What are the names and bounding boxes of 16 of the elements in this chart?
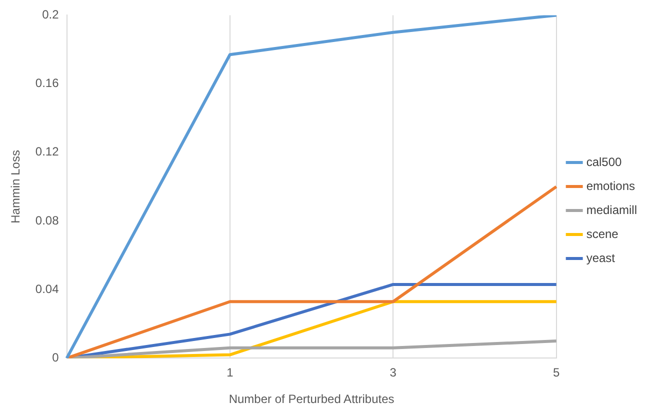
legend-label: emotions <box>586 178 636 193</box>
y-tick-label: 0 <box>52 350 60 365</box>
x-axis-title: Number of Perturbed Attributes <box>228 392 394 406</box>
y-axis-title: Hammin Loss <box>8 150 23 224</box>
legend-label: mediamill <box>586 202 638 217</box>
y-tick-label: 0.2 <box>42 8 60 22</box>
y-tick-label: 0.08 <box>35 213 60 228</box>
y-tick-label: 0.16 <box>35 76 60 90</box>
x-tick-label: 3 <box>390 366 397 380</box>
x-tick-label: 1 <box>226 366 234 380</box>
legend-label: cal500 <box>586 154 622 169</box>
legend-label: scene <box>586 226 619 241</box>
y-tick-label: 0.12 <box>35 144 60 159</box>
y-tick-label: 0.04 <box>35 282 60 296</box>
x-tick-label: 5 <box>552 366 560 380</box>
legend-label: yeast <box>586 250 616 265</box>
